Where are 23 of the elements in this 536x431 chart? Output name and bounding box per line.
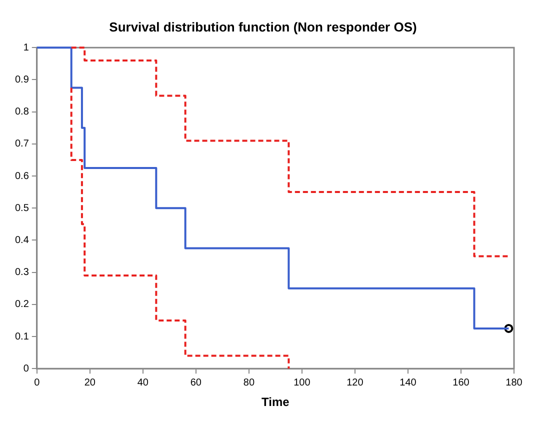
y-tick-label: 0.7 (14, 138, 30, 150)
x-tick-label: 140 (400, 377, 417, 388)
x-tick-label: 0 (34, 377, 40, 388)
y-tick-label: 0.3 (14, 267, 30, 278)
y-tick-label: 0.8 (14, 106, 30, 118)
y-tick-label: 0.1 (14, 331, 30, 342)
x-tick-label: 160 (452, 377, 470, 388)
y-tick-label: 0.9 (14, 74, 30, 86)
x-tick-label: 40 (137, 377, 149, 388)
y-tick-label: 0.2 (14, 299, 30, 310)
y-tick-label: 0.4 (14, 234, 30, 246)
x-axis-title: Time (262, 395, 290, 410)
x-tick-label: 80 (243, 377, 255, 388)
y-tick-label: 0 (23, 363, 30, 374)
x-tick-label: 60 (190, 377, 202, 388)
chart-title: Survival distribution function (Non responder OS) (109, 19, 417, 34)
x-tick-label: 120 (346, 377, 364, 388)
y-tick-label: 0.6 (14, 170, 30, 182)
y-tick-label: 1 (23, 42, 30, 54)
x-tick-label: 100 (294, 377, 311, 388)
x-tick-label: 20 (84, 377, 96, 388)
y-tick-label: 0.5 (14, 202, 30, 214)
x-tick-label: 180 (506, 377, 523, 388)
